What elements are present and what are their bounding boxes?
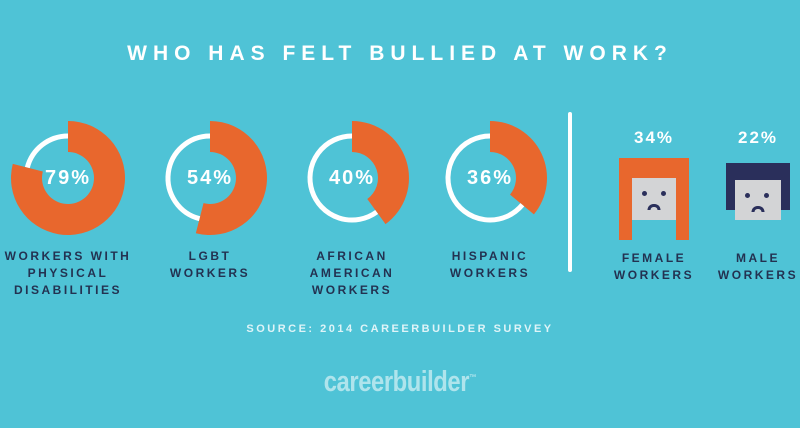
category-label: HISPANIC WORKERS	[449, 249, 531, 280]
percent-value: 40%	[328, 166, 376, 189]
face-shape	[632, 178, 676, 220]
donut-ring-icon	[11, 121, 125, 235]
careerbuilder-logo: careerbuilder™	[0, 366, 800, 399]
person-column-female: 34% FEMALE WORKERS	[594, 128, 714, 308]
right-eye-dot	[764, 193, 769, 198]
hair-shape	[619, 158, 689, 178]
hair-shape	[619, 158, 632, 240]
male-worker-icon	[726, 163, 790, 220]
frown-mouth	[751, 206, 765, 212]
donut-column-lgbt: 54% LGBT WORKERS	[135, 121, 285, 282]
left-eye-dot	[745, 193, 750, 198]
trademark-symbol: ™	[469, 372, 477, 383]
category-label: LGBT WORKERS	[169, 249, 251, 280]
donut-column-hispanic: 36% HISPANIC WORKERS	[415, 121, 565, 282]
hair-shape	[676, 158, 689, 240]
source-attribution: SOURCE: 2014 CAREERBUILDER SURVEY	[246, 323, 554, 335]
category-label: MALE WORKERS	[717, 251, 799, 282]
vertical-divider	[568, 112, 572, 272]
face-shape	[735, 180, 781, 220]
donut-ring-icon	[165, 121, 267, 235]
person-column-male: 22% MALE WORKERS	[698, 128, 800, 308]
donut-column-physical-disabilities: 79% WORKERS WITH PHYSICAL DISABILITIES	[0, 121, 143, 299]
category-label: FEMALE WORKERS	[613, 251, 695, 282]
donut-ring-icon	[445, 121, 547, 223]
frown-mouth	[647, 204, 661, 210]
donut-chart-hispanic: 36%	[433, 121, 547, 235]
logo-text: careerbuilder	[323, 366, 470, 398]
female-worker-icon	[619, 158, 689, 240]
right-eye-dot	[661, 191, 666, 196]
category-label: AFRICAN AMERICAN WORKERS	[309, 249, 395, 297]
percent-value: 22%	[737, 128, 779, 147]
percent-value: 34%	[633, 128, 675, 147]
percent-value: 79%	[44, 166, 92, 189]
donut-column-african-american: 40% AFRICAN AMERICAN WORKERS	[277, 121, 427, 299]
percent-value: 54%	[186, 166, 234, 189]
donut-chart-african-american: 40%	[295, 121, 409, 235]
percent-value: 36%	[466, 166, 514, 189]
page-title: WHO HAS FELT BULLIED AT WORK?	[127, 42, 673, 65]
left-eye-dot	[642, 191, 647, 196]
category-label: WORKERS WITH PHYSICAL DISABILITIES	[4, 249, 132, 297]
donut-ring-icon	[307, 121, 409, 225]
donut-chart-lgbt: 54%	[153, 121, 267, 235]
donut-chart-physical-disabilities: 79%	[11, 121, 125, 235]
